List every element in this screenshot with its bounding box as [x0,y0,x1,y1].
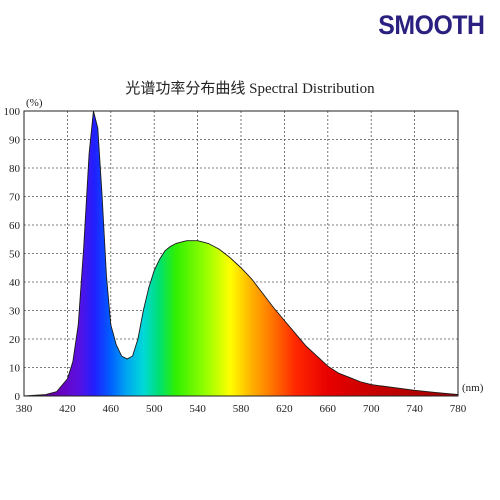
y-tick-label: 60 [9,220,21,232]
plot-frame [23,110,459,397]
y-tick-label: 80 [9,163,21,175]
y-tick-label: 0 [15,391,21,403]
x-tick-label: 700 [363,403,380,415]
y-tick-label: 100 [4,106,21,118]
x-tick-label: 660 [320,403,337,415]
y-tick-label: 20 [9,334,21,346]
x-tick-label: 620 [276,403,293,415]
y-tick-label: 30 [9,306,21,318]
x-tick-label: 500 [146,403,163,415]
y-tick-label: 90 [9,135,21,147]
y-tick-label: 70 [9,192,21,204]
x-tick-label: 780 [450,403,467,415]
spectral-area-series [23,110,459,397]
y-axis-label: (%) [26,97,43,109]
chart-title: 光谱功率分布曲线 Spectral Distribution [125,81,375,97]
y-tick-label: 10 [9,363,21,375]
x-tick-label: 460 [103,403,120,415]
brand-logo: SMOOTH [377,10,485,40]
x-tick-label: 540 [189,403,206,415]
x-axis-label: (nm) [462,382,484,394]
y-tick-label: 40 [9,277,21,289]
y-tick-label: 50 [9,249,21,261]
x-tick-label: 420 [59,403,76,415]
x-tick-label: 380 [16,403,33,415]
x-tick-label: 580 [233,403,250,415]
x-tick-label: 740 [406,403,423,415]
